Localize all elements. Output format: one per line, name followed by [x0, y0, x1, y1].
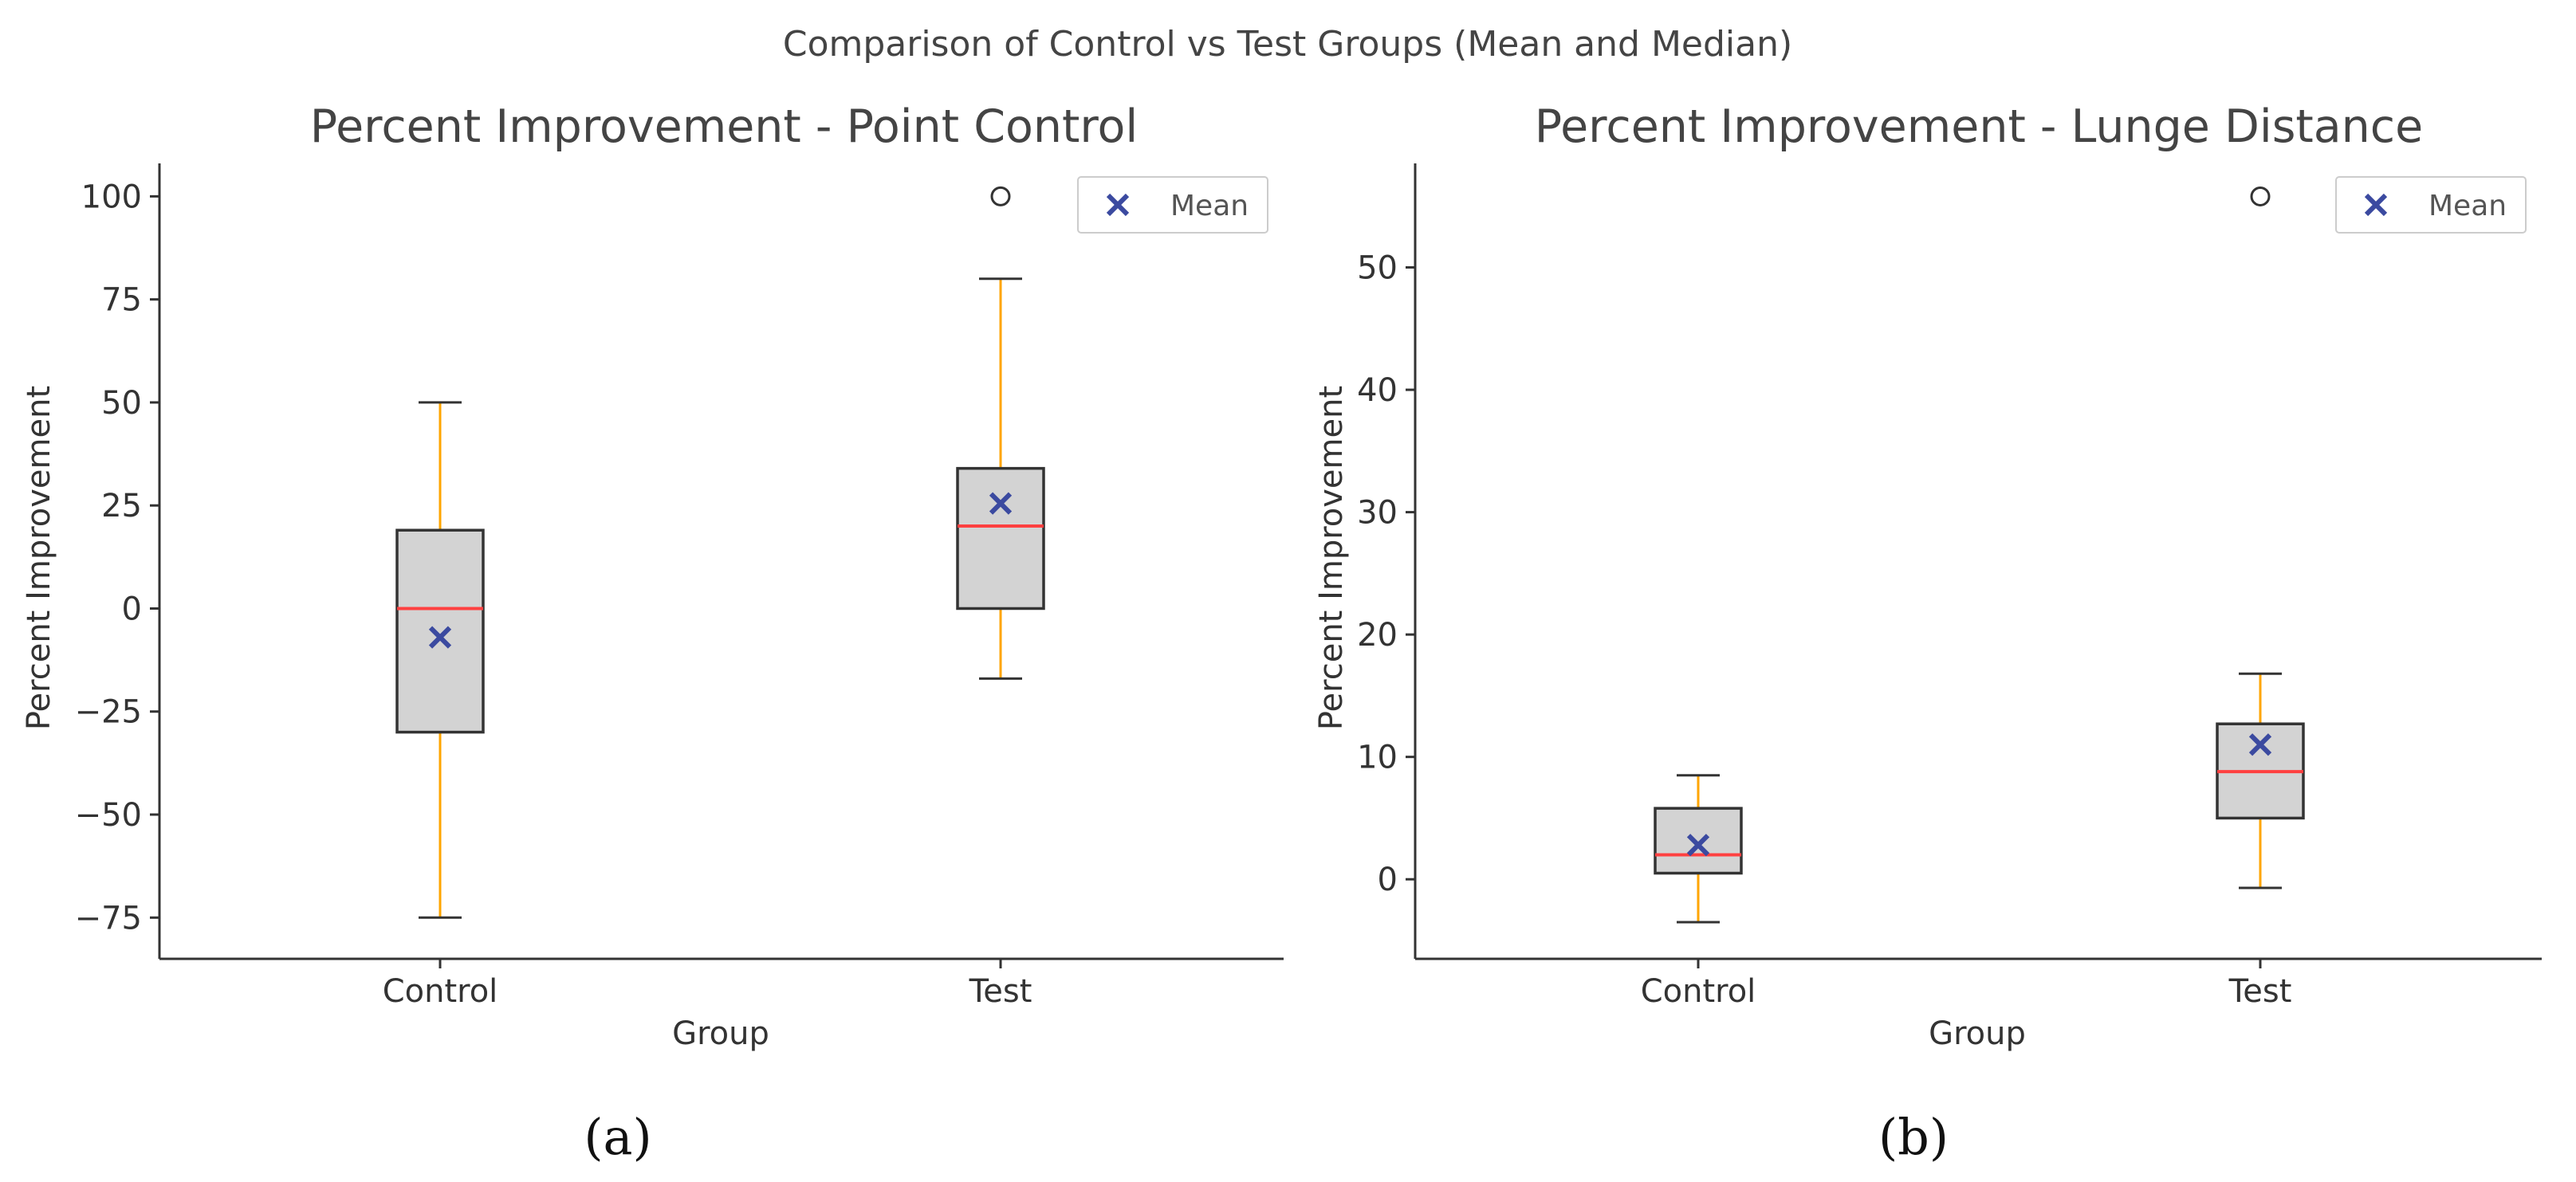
legend-mean-marker [2364, 193, 2388, 217]
mean-marker-stroke [2248, 733, 2272, 756]
mean-marker-stroke [428, 626, 452, 649]
y-tick-label: 100 [81, 179, 142, 215]
box-control [1654, 774, 1743, 924]
panel-label: (a) [584, 1108, 651, 1166]
panel-label: (b) [1878, 1108, 1949, 1166]
x-axis-label: Group [672, 1015, 769, 1052]
mean-marker-stroke [1686, 834, 1710, 857]
y-tick-label: 20 [1357, 617, 1398, 654]
y-tick-label: 50 [1357, 250, 1398, 287]
x-tick-label: Control [1641, 973, 1756, 1010]
legend: Mean [1077, 176, 1268, 234]
mean-marker [989, 492, 1013, 515]
legend-label-mean: Mean [2429, 190, 2507, 222]
y-tick-label: 0 [122, 591, 142, 627]
figure-suptitle: Comparison of Control vs Test Groups (Me… [783, 24, 1792, 65]
legend-mean-marker [1106, 193, 1130, 217]
mean-marker-stroke [989, 492, 1013, 515]
legend-frame [2335, 176, 2527, 234]
mean-marker [2248, 733, 2272, 756]
box-iqr [395, 528, 485, 734]
x-tick-label: Test [2228, 973, 2292, 1010]
box-iqr [956, 466, 1045, 611]
y-tick-label: 40 [1357, 372, 1398, 409]
y-tick-label: −75 [75, 900, 142, 937]
outlier-point [990, 186, 1011, 206]
outlier-point [2250, 186, 2271, 206]
y-tick-label: 75 [101, 282, 142, 319]
box-control [395, 401, 485, 919]
panel-title: Percent Improvement - Point Control [310, 100, 1139, 153]
y-axis-label: Percent Improvement [1313, 386, 1350, 730]
panel-a: Percent Improvement - Point Control Perc… [21, 100, 1284, 1166]
box-iqr [1654, 807, 1743, 875]
legend-label-mean: Mean [1170, 190, 1249, 222]
box-test [956, 186, 1045, 680]
plot-area: 100 75 50 25 0 −25 −50 −75 Control Test [75, 163, 1284, 1010]
y-tick-label: 50 [101, 385, 142, 422]
x-tick-label: Control [383, 973, 498, 1010]
legend-frame [1077, 176, 1268, 234]
y-tick-label: 30 [1357, 495, 1398, 532]
y-tick-label: 25 [101, 488, 142, 524]
panel-b: Percent Improvement - Lunge Distance Per… [1313, 100, 2542, 1166]
box-test [2216, 186, 2305, 889]
mean-marker [428, 626, 452, 649]
y-tick-label: 10 [1357, 740, 1398, 776]
x-axis-label: Group [1929, 1015, 2026, 1052]
panel-title: Percent Improvement - Lunge Distance [1535, 100, 2423, 153]
y-tick-label: −50 [75, 797, 142, 834]
y-tick-label: −25 [75, 694, 142, 731]
y-tick-label: 0 [1378, 862, 1398, 898]
mean-marker [1686, 834, 1710, 857]
y-axis-label: Percent Improvement [21, 386, 57, 730]
plot-area: 50 40 30 20 10 0 Control Test [1357, 163, 2542, 1010]
legend: Mean [2335, 176, 2527, 234]
x-tick-label: Test [969, 973, 1032, 1010]
